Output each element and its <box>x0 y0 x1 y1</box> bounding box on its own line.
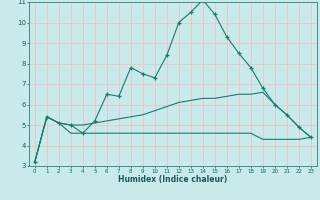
X-axis label: Humidex (Indice chaleur): Humidex (Indice chaleur) <box>118 175 228 184</box>
